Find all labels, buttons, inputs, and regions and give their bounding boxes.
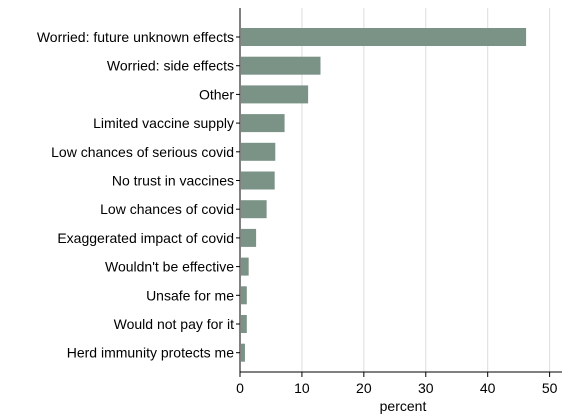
bar-5 <box>241 171 275 190</box>
x-tick-label-20: 20 <box>356 380 372 396</box>
category-label-5: No trust in vaccines <box>112 173 234 189</box>
bar-1 <box>241 56 321 75</box>
category-label-3: Limited vaccine supply <box>93 115 234 131</box>
category-label-11: Herd immunity protects me <box>67 345 234 361</box>
category-label-2: Other <box>199 86 234 102</box>
category-label-6: Low chances of covid <box>100 201 234 217</box>
bar-10 <box>241 315 247 333</box>
x-tick-label-40: 40 <box>480 380 496 396</box>
bar-8 <box>241 257 249 276</box>
category-label-4: Low chances of serious covid <box>51 144 234 160</box>
bars <box>241 28 527 362</box>
category-label-8: Wouldn't be effective <box>105 259 234 275</box>
bar-3 <box>241 114 285 133</box>
x-axis-title: percent <box>380 398 427 414</box>
bar-0 <box>241 28 527 46</box>
gridlines <box>301 8 551 372</box>
bar-4 <box>241 142 276 161</box>
category-label-10: Would not pay for it <box>114 316 234 332</box>
axes <box>239 8 562 373</box>
category-label-7: Exaggerated impact of covid <box>57 230 234 246</box>
category-label-1: Worried: side effects <box>107 58 234 74</box>
category-label-9: Unsafe for me <box>146 287 234 303</box>
x-tick-label-50: 50 <box>542 380 558 396</box>
category-label-0: Worried: future unknown effects <box>37 29 234 45</box>
x-tick-label-0: 0 <box>236 380 244 396</box>
x-tick-labels: 0 10 20 30 40 50 <box>236 372 558 396</box>
bar-7 <box>241 228 257 247</box>
bar-6 <box>241 200 267 219</box>
category-labels: Worried: future unknown effects Worried: … <box>37 29 240 361</box>
bar-11 <box>241 343 245 362</box>
x-tick-label-10: 10 <box>294 380 310 396</box>
x-tick-label-30: 30 <box>418 380 434 396</box>
bar-9 <box>241 286 247 305</box>
bar-2 <box>241 85 309 104</box>
